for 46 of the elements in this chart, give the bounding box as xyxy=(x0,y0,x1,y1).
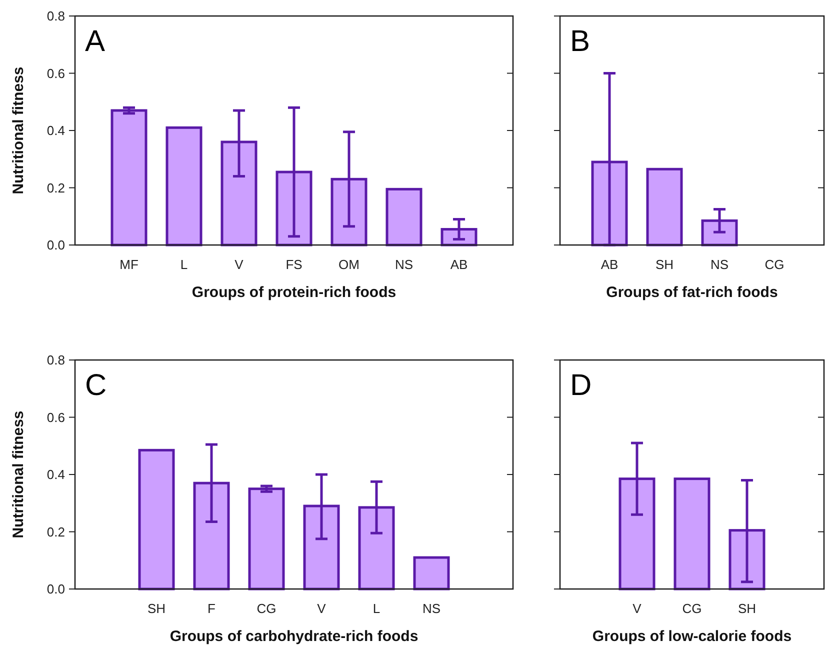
x-tick-label: NS xyxy=(394,257,414,272)
x-tick-label: V xyxy=(632,601,642,616)
x-tick-label: NS xyxy=(422,601,441,616)
bar xyxy=(413,556,450,590)
x-tick-label: V xyxy=(234,257,244,272)
x-tick-label: CG xyxy=(256,601,276,616)
y-axis-title: Nutritional fitness xyxy=(10,410,27,538)
chart-title: C xyxy=(85,369,107,402)
x-tick-label: SH xyxy=(655,257,674,272)
bar xyxy=(138,448,175,590)
chart-title: B xyxy=(570,25,590,58)
y-tick-label: 0.6 xyxy=(46,66,65,81)
x-tick-label: MF xyxy=(120,257,138,272)
chart-title: D xyxy=(570,369,592,402)
x-tick-label: AB xyxy=(450,257,468,272)
x-tick-label: SH xyxy=(147,601,166,616)
x-axis-title: Groups of protein-rich foods xyxy=(192,284,396,301)
y-axis-title: Nutritional fitness xyxy=(10,66,27,194)
y-tick-label: 0.8 xyxy=(46,352,65,368)
bar xyxy=(110,109,148,246)
x-tick-label: NS xyxy=(710,257,729,272)
x-tick-label: L xyxy=(372,601,380,616)
x-tick-label: SH xyxy=(738,601,756,616)
bar xyxy=(166,126,202,246)
x-axis-title: Groups of fat-rich foods xyxy=(606,284,778,301)
x-axis-title: Groups of carbohydrate-rich foods xyxy=(170,628,418,645)
y-tick-label: 0.8 xyxy=(46,8,65,24)
x-tick-label: CG xyxy=(682,601,702,616)
bar xyxy=(386,188,422,246)
x-tick-label: OM xyxy=(338,257,360,272)
chart-title: A xyxy=(85,25,106,58)
y-tick-label: 0.0 xyxy=(46,238,65,253)
bar xyxy=(248,488,285,590)
x-tick-label: AB xyxy=(600,257,618,272)
y-tick-label: 0.2 xyxy=(46,524,65,540)
x-tick-label: FS xyxy=(286,257,303,272)
y-tick-label: 0.4 xyxy=(46,467,65,482)
x-tick-label: F xyxy=(208,601,216,616)
x-tick-label: V xyxy=(317,601,326,616)
y-tick-label: 0.2 xyxy=(46,180,65,196)
x-tick-label: CG xyxy=(764,257,784,272)
y-tick-label: 0.6 xyxy=(46,410,65,425)
x-tick-label: L xyxy=(180,257,188,272)
y-tick-label: 0.0 xyxy=(46,582,65,597)
x-axis-title: Groups of low-calorie foods xyxy=(592,628,792,645)
y-tick-label: 0.4 xyxy=(46,123,65,138)
